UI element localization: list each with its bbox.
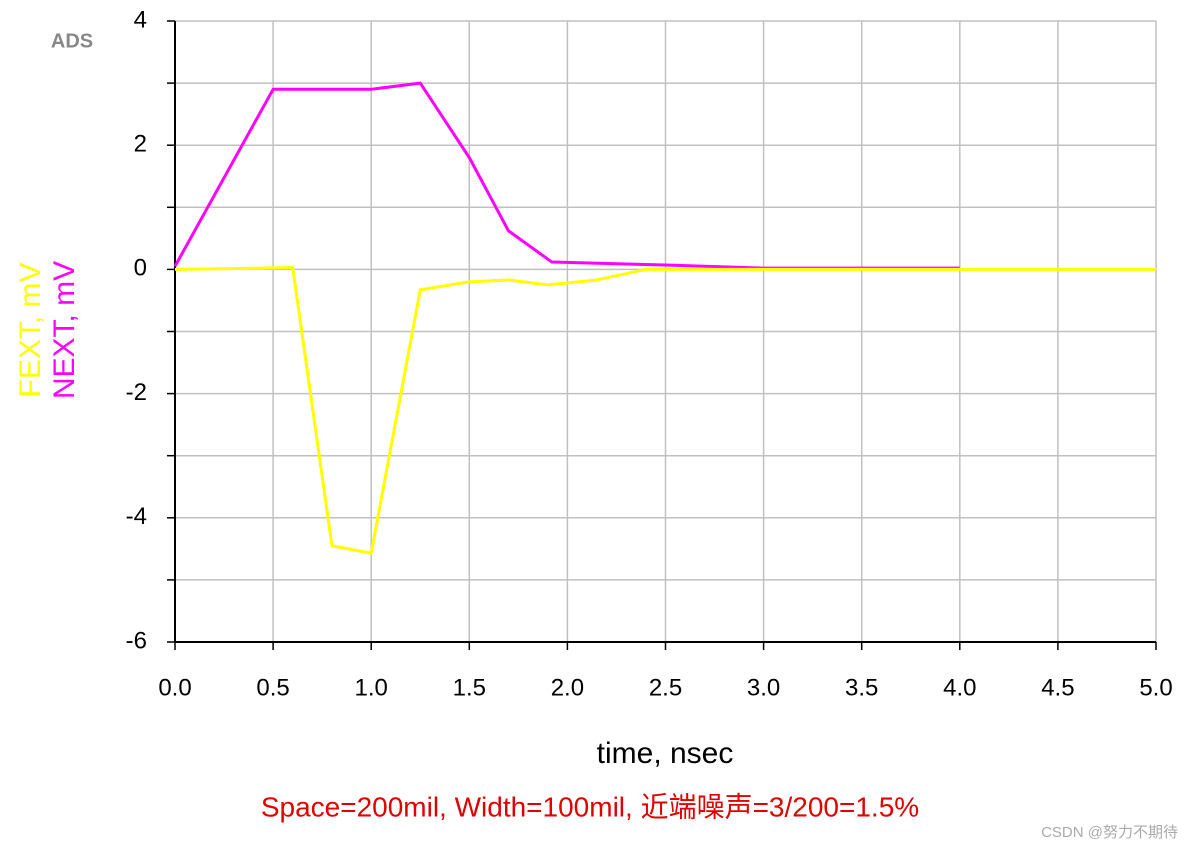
x-tick-label: 2.5 bbox=[649, 674, 682, 701]
x-tick-label: 4.5 bbox=[1041, 674, 1074, 701]
watermark: CSDN @努力不期待 bbox=[1041, 824, 1178, 841]
logo: ADS bbox=[51, 30, 93, 52]
x-tick-label: 3.0 bbox=[747, 674, 780, 701]
x-tick-label: 3.5 bbox=[845, 674, 878, 701]
y-tick-label: 4 bbox=[134, 6, 147, 33]
y-axis-label: NEXT, mV bbox=[48, 261, 81, 399]
x-tick-label: 0.0 bbox=[158, 674, 191, 701]
y-axis-label: FEXT, mV bbox=[14, 262, 47, 397]
y-tick-label: 2 bbox=[134, 131, 147, 158]
series-line bbox=[174, 266, 1156, 555]
y-tick-label: 0 bbox=[134, 255, 147, 282]
x-tick-label: 2.0 bbox=[551, 674, 584, 701]
x-tick-label: 1.5 bbox=[453, 674, 486, 701]
series-line bbox=[173, 81, 960, 270]
x-axis-label: time, nsec bbox=[597, 737, 734, 770]
x-tick-label: 5.0 bbox=[1139, 674, 1172, 701]
x-tick-label: 1.0 bbox=[355, 674, 388, 701]
x-tick-label: 4.0 bbox=[943, 674, 976, 701]
y-tick-label: -2 bbox=[126, 379, 147, 406]
y-tick-label: -4 bbox=[126, 503, 147, 530]
y-tick-label: -6 bbox=[126, 627, 147, 654]
x-tick-label: 0.5 bbox=[256, 674, 289, 701]
caption: Space=200mil, Width=100mil, 近端噪声=3/200=1… bbox=[261, 791, 919, 822]
